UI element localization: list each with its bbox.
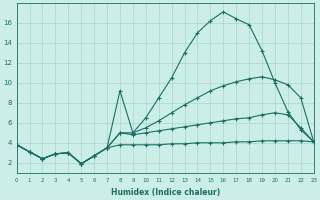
X-axis label: Humidex (Indice chaleur): Humidex (Indice chaleur) bbox=[110, 188, 220, 197]
